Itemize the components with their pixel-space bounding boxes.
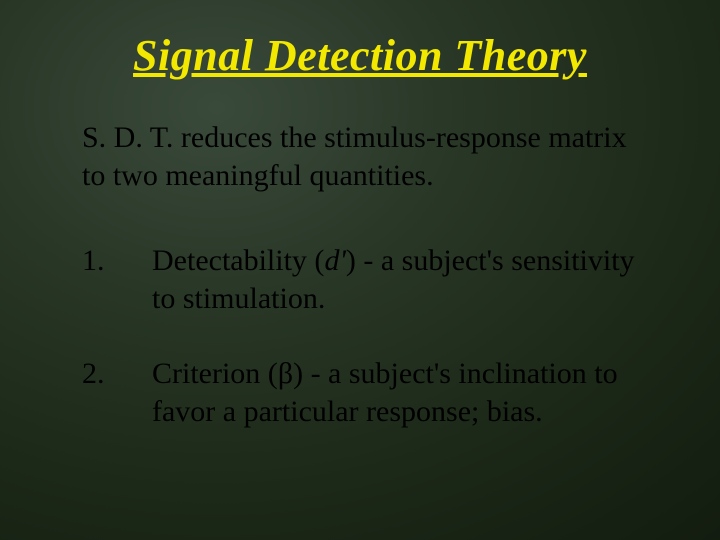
intro-text: S. D. T. reduces the stimulus-response m… [82,119,638,194]
slide: Signal Detection Theory S. D. T. reduces… [0,0,720,540]
item-number: 2. [82,355,152,393]
slide-title: Signal Detection Theory [82,30,638,81]
item-symbol: d' [324,244,345,277]
item-prefix: Criterion ( [152,357,278,390]
list-item: 2. Criterion (β) - a subject's inclinati… [82,355,638,430]
item-number: 1. [82,242,152,280]
list-item: 1. Detectability (d') - a subject's sens… [82,242,638,317]
item-prefix: Detectability ( [152,244,324,277]
item-text: Detectability (d') - a subject's sensiti… [152,242,638,317]
item-text: Criterion (β) - a subject's inclination … [152,355,638,430]
item-symbol: β [278,357,293,390]
